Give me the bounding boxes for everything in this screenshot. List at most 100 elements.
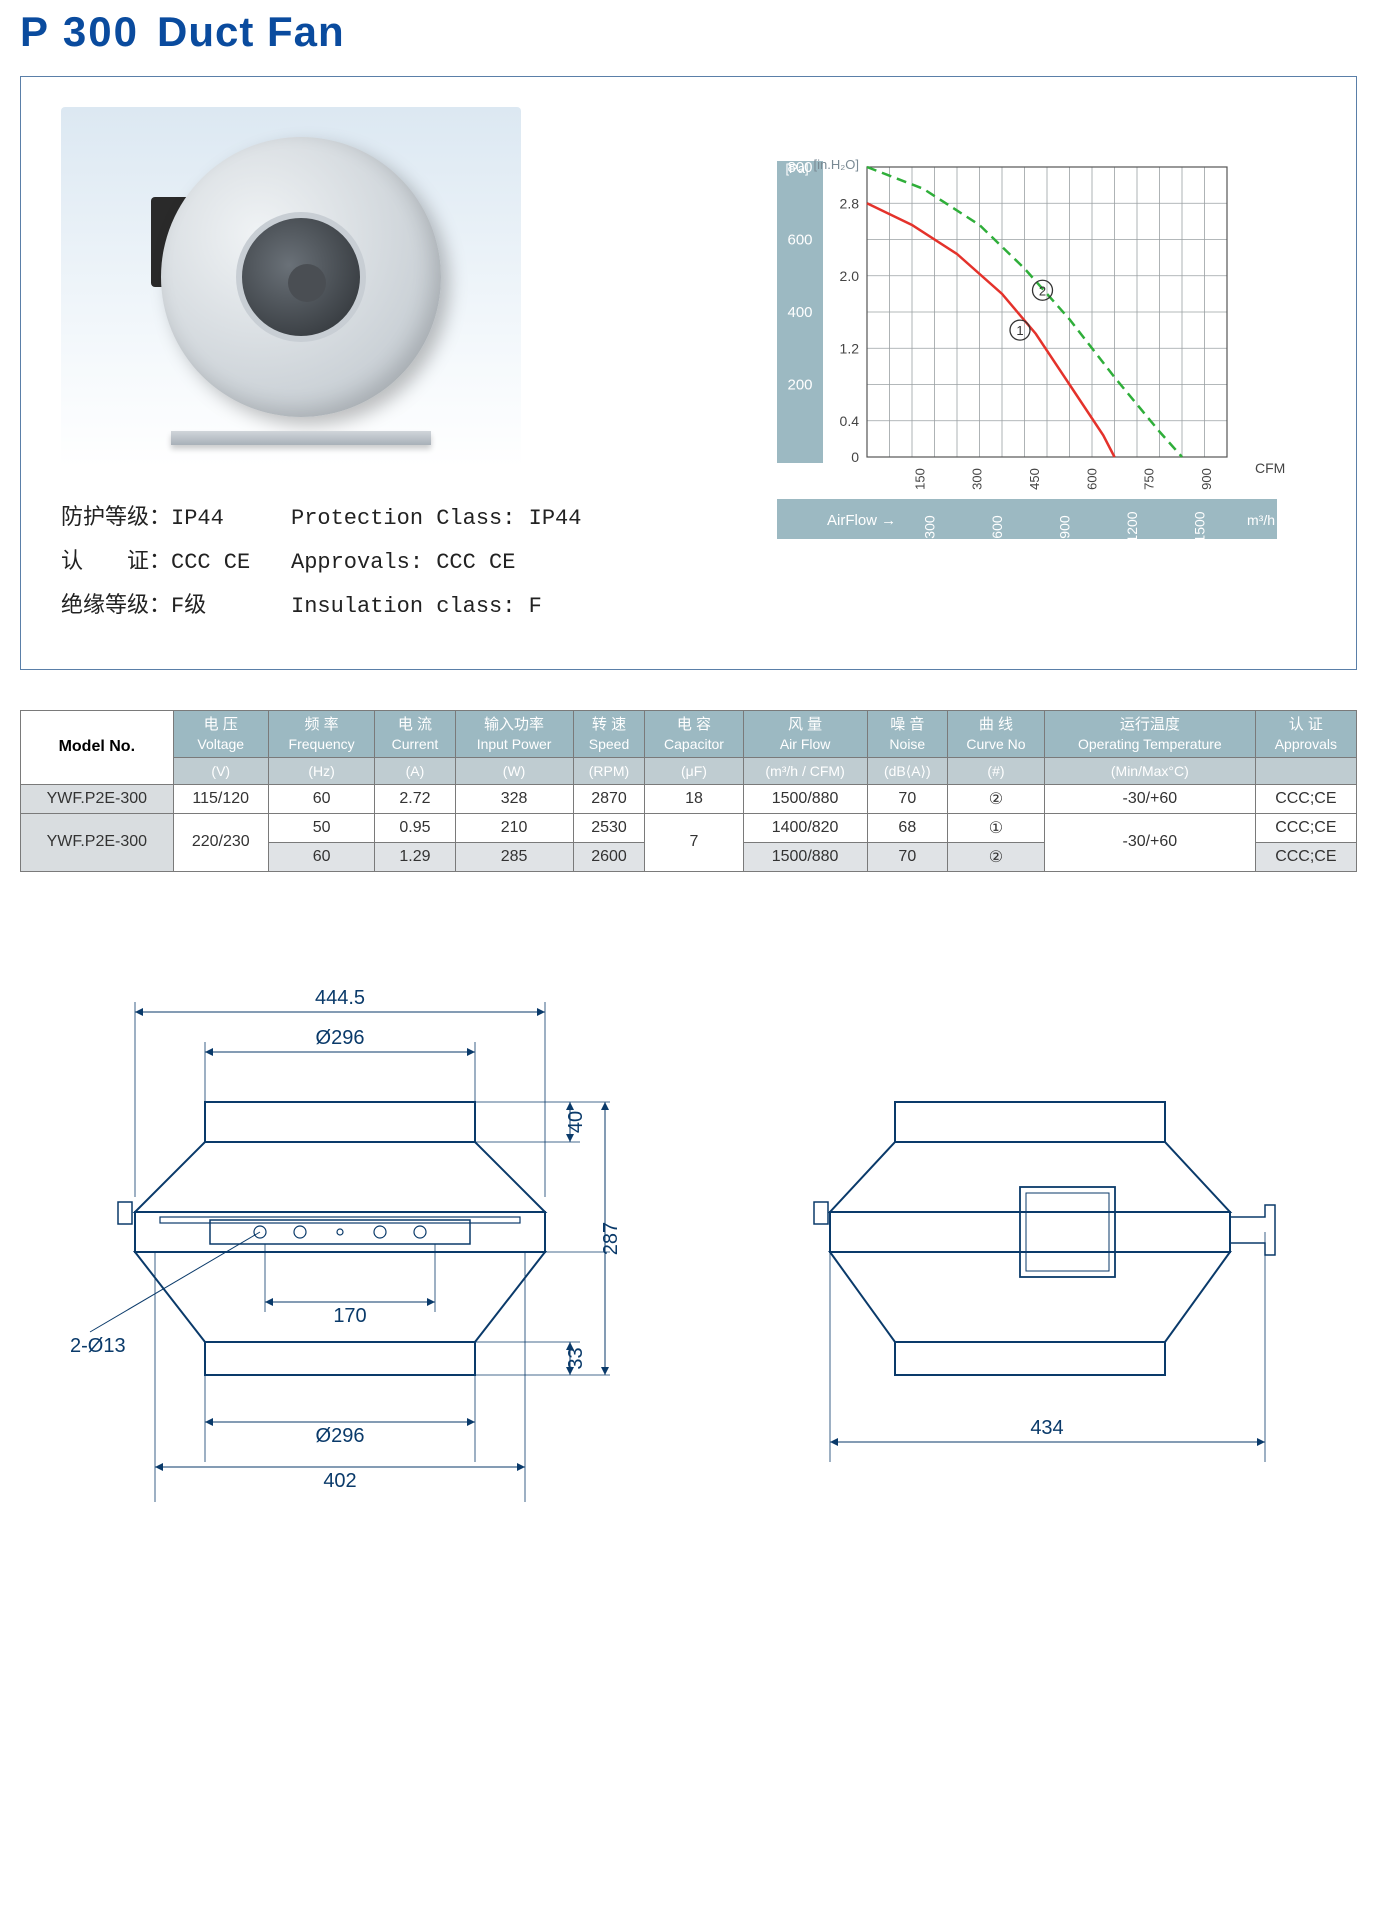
col-header: 电 压Voltage <box>173 711 268 758</box>
col-unit: (m³/h / CFM) <box>743 757 867 784</box>
table-cell: 18 <box>645 784 743 813</box>
model-code: P 300 <box>20 8 139 56</box>
drawing-side: 434 <box>750 962 1350 1542</box>
col-header: 电 流Current <box>375 711 455 758</box>
page-header: P 300 Duct Fan <box>20 0 1357 76</box>
col-header: 运行温度Operating Temperature <box>1044 711 1255 758</box>
svg-text:Ø296: Ø296 <box>316 1425 365 1447</box>
right-column: 12800600400200[Pa][in.H₂O]2.82.01.20.401… <box>737 107 1316 537</box>
col-header: 频 率Frequency <box>268 711 374 758</box>
table-cell: ② <box>947 784 1044 813</box>
table-cell: CCC;CE <box>1255 784 1356 813</box>
svg-text:1.2: 1.2 <box>840 340 860 356</box>
main-panel: 防护等级：IP44 Protection Class: IP44 认 证：CCC… <box>20 76 1357 670</box>
table-cell: 285 <box>455 842 573 871</box>
svg-text:300: 300 <box>922 515 938 539</box>
table-cell: YWF.P2E-300 <box>21 813 174 871</box>
table-row: YWF.P2E-300220/230500.95210253071400/820… <box>21 813 1357 842</box>
table-cell: 50 <box>268 813 374 842</box>
table-cell: 1400/820 <box>743 813 867 842</box>
svg-text:2.0: 2.0 <box>840 268 860 284</box>
table-cell: 2530 <box>573 813 645 842</box>
spec-list: 防护等级：IP44 Protection Class: IP44 认 证：CCC… <box>61 497 697 629</box>
col-unit <box>1255 757 1356 784</box>
table-cell: 2.72 <box>375 784 455 813</box>
drawing-front: 444.5Ø2964028733Ø2964021702-Ø13 <box>50 962 690 1542</box>
svg-text:CFM: CFM <box>1255 460 1285 476</box>
table-cell: 70 <box>867 842 947 871</box>
col-unit: (Hz) <box>268 757 374 784</box>
svg-text:[Pa]: [Pa] <box>786 161 809 176</box>
svg-text:444.5: 444.5 <box>315 987 365 1009</box>
svg-text:Ø296: Ø296 <box>316 1027 365 1049</box>
col-unit: (dB⟨A⟩) <box>867 757 947 784</box>
table-cell: 328 <box>455 784 573 813</box>
svg-text:600: 600 <box>1085 468 1100 490</box>
svg-text:2.8: 2.8 <box>840 195 860 211</box>
col-header: 曲 线Curve No <box>947 711 1044 758</box>
col-header: 认 证Approvals <box>1255 711 1356 758</box>
svg-text:900: 900 <box>1199 468 1214 490</box>
svg-text:0.4: 0.4 <box>840 413 860 429</box>
svg-text:Pressure →: Pressure → <box>754 358 771 437</box>
table-cell: 115/120 <box>173 784 268 813</box>
spec-table: Model No.电 压Voltage频 率Frequency电 流Curren… <box>20 710 1357 872</box>
technical-drawings: 444.5Ø2964028733Ø2964021702-Ø13 434 <box>20 962 1357 1542</box>
table-cell: 1500/880 <box>743 784 867 813</box>
table-cell: ② <box>947 842 1044 871</box>
spec-insulation: 绝缘等级：F级 Insulation class: F <box>61 585 697 629</box>
table-cell: 60 <box>268 842 374 871</box>
page-title: Duct Fan <box>157 8 345 56</box>
svg-text:434: 434 <box>1030 1417 1063 1439</box>
spec-protection: 防护等级：IP44 Protection Class: IP44 <box>61 497 697 541</box>
svg-text:40: 40 <box>565 1111 587 1133</box>
table-cell: YWF.P2E-300 <box>21 784 174 813</box>
spec-label-en: Protection Class: IP44 <box>291 497 581 541</box>
svg-text:750: 750 <box>1142 468 1157 490</box>
svg-text:402: 402 <box>323 1470 356 1492</box>
table-cell: 210 <box>455 813 573 842</box>
model-header: Model No. <box>21 711 174 785</box>
table-cell: 1500/880 <box>743 842 867 871</box>
left-column: 防护等级：IP44 Protection Class: IP44 认 证：CCC… <box>61 107 697 629</box>
svg-text:2: 2 <box>1039 283 1046 298</box>
col-header: 噪 音Noise <box>867 711 947 758</box>
svg-text:1500: 1500 <box>1192 511 1208 542</box>
spec-label-zh: 认 证：CCC CE <box>61 541 291 585</box>
table-cell: 2600 <box>573 842 645 871</box>
svg-text:287: 287 <box>600 1222 622 1255</box>
svg-text:170: 170 <box>333 1305 366 1327</box>
col-unit: (RPM) <box>573 757 645 784</box>
svg-text:1: 1 <box>1017 323 1024 338</box>
spec-label-en: Approvals: CCC CE <box>291 541 515 585</box>
svg-text:0: 0 <box>852 449 860 465</box>
col-header: 转 速Speed <box>573 711 645 758</box>
svg-text:600: 600 <box>788 232 813 249</box>
svg-text:900: 900 <box>1057 515 1073 539</box>
spec-label-en: Insulation class: F <box>291 585 542 629</box>
product-photo <box>61 107 521 467</box>
svg-text:300: 300 <box>970 468 985 490</box>
spec-approvals: 认 证：CCC CE Approvals: CCC CE <box>61 541 697 585</box>
col-unit: (#) <box>947 757 1044 784</box>
col-header: 风 量Air Flow <box>743 711 867 758</box>
svg-text:450: 450 <box>1027 468 1042 490</box>
svg-text:600: 600 <box>989 515 1005 539</box>
table-cell: 70 <box>867 784 947 813</box>
svg-text:m³/h: m³/h <box>1247 512 1275 528</box>
spec-label-zh: 防护等级：IP44 <box>61 497 291 541</box>
col-unit: (μF) <box>645 757 743 784</box>
table-cell: -30/+60 <box>1044 813 1255 871</box>
table-cell: CCC;CE <box>1255 813 1356 842</box>
table-cell: 7 <box>645 813 743 871</box>
table-row: YWF.P2E-300115/120602.723282870181500/88… <box>21 784 1357 813</box>
svg-text:[in.H₂O]: [in.H₂O] <box>814 157 860 172</box>
table-cell: 68 <box>867 813 947 842</box>
table-cell: 2870 <box>573 784 645 813</box>
col-header: 电 容Capacitor <box>645 711 743 758</box>
table-cell: 0.95 <box>375 813 455 842</box>
col-unit: (A) <box>375 757 455 784</box>
col-unit: (V) <box>173 757 268 784</box>
table-cell: 60 <box>268 784 374 813</box>
spec-label-zh: 绝缘等级：F级 <box>61 585 291 629</box>
